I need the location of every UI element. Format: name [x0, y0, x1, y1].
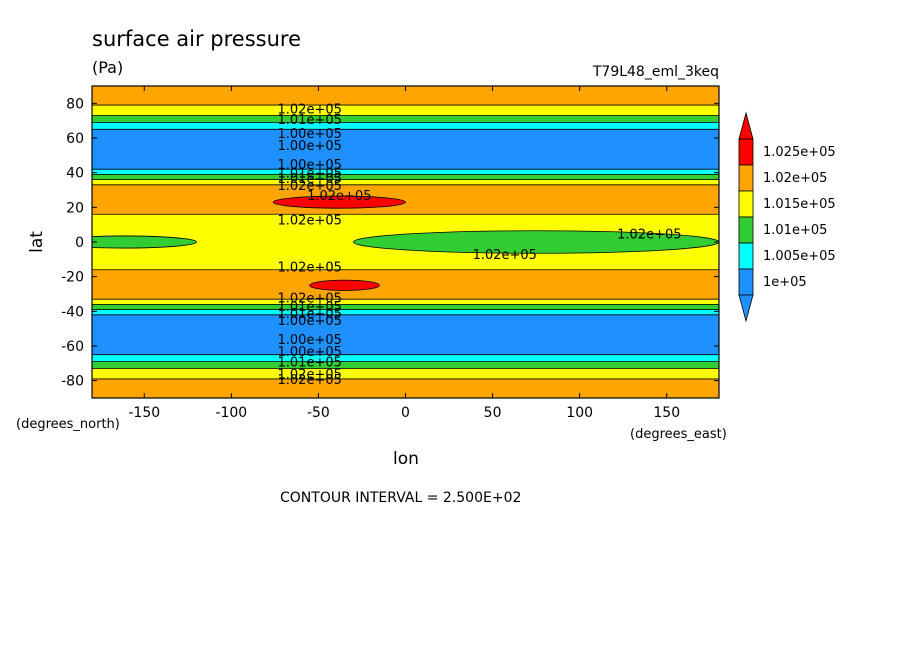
contour-label: 1.00e+05 [278, 345, 342, 360]
colorbar-label: 1e+05 [763, 275, 807, 290]
y-tick-label: -60 [61, 339, 84, 355]
x-tick-label: -50 [307, 405, 330, 421]
contour-plot [91, 85, 720, 399]
contour-label: 1.02e+05 [473, 248, 537, 263]
contour-band [92, 169, 719, 175]
contour-band [92, 314, 719, 355]
contour-label: 1.01e+05 [278, 307, 342, 322]
contour-band [92, 269, 719, 300]
y-tick-label: -80 [61, 374, 84, 390]
x-tick-label: -100 [215, 405, 247, 421]
colorbar-swatch [738, 242, 754, 270]
colorbar-label: 1.025e+05 [763, 145, 836, 160]
contour-label: 1.01e+05 [278, 172, 342, 187]
contour-band [92, 368, 719, 379]
contour-band [92, 174, 719, 180]
x-tick-label: 100 [566, 405, 593, 421]
contour-label: 1.02e+05 [278, 179, 342, 194]
colorbar-swatch [738, 138, 754, 166]
units-label: (Pa) [92, 58, 123, 77]
contour-band [92, 86, 719, 106]
contour-label: 1.00e+05 [278, 333, 342, 348]
contour-band [92, 354, 719, 362]
contour-label: 1.01e+05 [278, 356, 342, 371]
colorbar-label: 1.02e+05 [763, 171, 827, 186]
colorbar-swatch [738, 190, 754, 218]
contour-label: 1.02e+05 [278, 213, 342, 228]
contour-label: 1.02e+05 [278, 368, 342, 383]
contour-label: 1.01e+05 [278, 113, 342, 128]
x-tick-label: 150 [653, 405, 680, 421]
contour-label: 1.02e+05 [278, 373, 342, 388]
y-tick-label: 20 [66, 200, 84, 216]
contour-band [92, 184, 719, 215]
contour-label: 1.01e+05 [278, 300, 342, 315]
contour-label: 1.00e+05 [278, 158, 342, 173]
y-tick-label: -20 [61, 270, 84, 286]
contour-band [92, 115, 719, 123]
contour-blob [352, 230, 719, 254]
y-tick-label: 80 [66, 96, 84, 112]
colorbar-swatch [738, 216, 754, 244]
contour-band [92, 299, 719, 305]
contour-label: 1.00e+05 [278, 139, 342, 154]
contour-fills [92, 86, 719, 398]
contour-label: 1.02e+05 [278, 291, 342, 306]
x-axis-label: lon [393, 449, 419, 469]
contour-label: 1.02e+05 [278, 103, 342, 118]
x-tick-label: 0 [401, 405, 410, 421]
colorbar-swatch [738, 268, 754, 296]
colorbar-label: 1.015e+05 [763, 197, 836, 212]
colorbar: 1.025e+05 1.02e+05 1.015e+05 1.01e+05 1.005e… [738, 111, 836, 323]
y-axis-units: (degrees_north) [16, 417, 120, 432]
run-label: T79L48_eml_3keq [592, 64, 719, 80]
contour-band [92, 309, 719, 315]
y-tick-label: 60 [66, 131, 84, 147]
contour-band [92, 378, 719, 398]
contour-band [92, 361, 719, 369]
contour-band [92, 122, 719, 130]
chart-title: surface air pressure [92, 27, 301, 51]
contour-band [92, 105, 719, 116]
colorbar-label: 1.005e+05 [763, 249, 836, 264]
colorbar-swatch [738, 164, 754, 192]
contour-band [92, 304, 719, 310]
contour-label: 1.00e+05 [278, 314, 342, 329]
y-axis: -80 -60 -40 -20 0 20 40 60 80 [61, 96, 719, 390]
x-axis-units: (degrees_east) [630, 427, 727, 442]
contour-band [92, 129, 719, 170]
colorbar-triangle-bottom [738, 294, 754, 323]
colorbar-triangle-top [738, 111, 754, 140]
y-axis-label: lat [27, 231, 47, 253]
x-tick-label: -150 [128, 405, 160, 421]
x-tick-label: 50 [484, 405, 502, 421]
x-axis: -150 -100 -50 0 50 100 150 [128, 86, 680, 421]
contour-interval-note: CONTOUR INTERVAL = 2.500E+02 [280, 490, 521, 506]
contour-label: 1.02e+05 [617, 227, 681, 242]
y-tick-label: 0 [75, 235, 84, 251]
y-tick-label: -40 [61, 304, 84, 320]
contour-band [92, 179, 719, 185]
contour-label: 1.02e+05 [278, 260, 342, 275]
contour-blob [309, 279, 380, 291]
y-tick-label: 40 [66, 166, 84, 182]
contour-blob [92, 235, 197, 249]
contour-labels: 1.02e+051.01e+051.00e+051.00e+051.00e+05… [278, 103, 682, 388]
contour-blob [272, 195, 406, 209]
contour-label: 1.01e+05 [278, 167, 342, 182]
contour-label: 1.02e+05 [307, 189, 371, 204]
contour-label: 1.00e+05 [278, 127, 342, 142]
colorbar-label: 1.01e+05 [763, 223, 827, 238]
